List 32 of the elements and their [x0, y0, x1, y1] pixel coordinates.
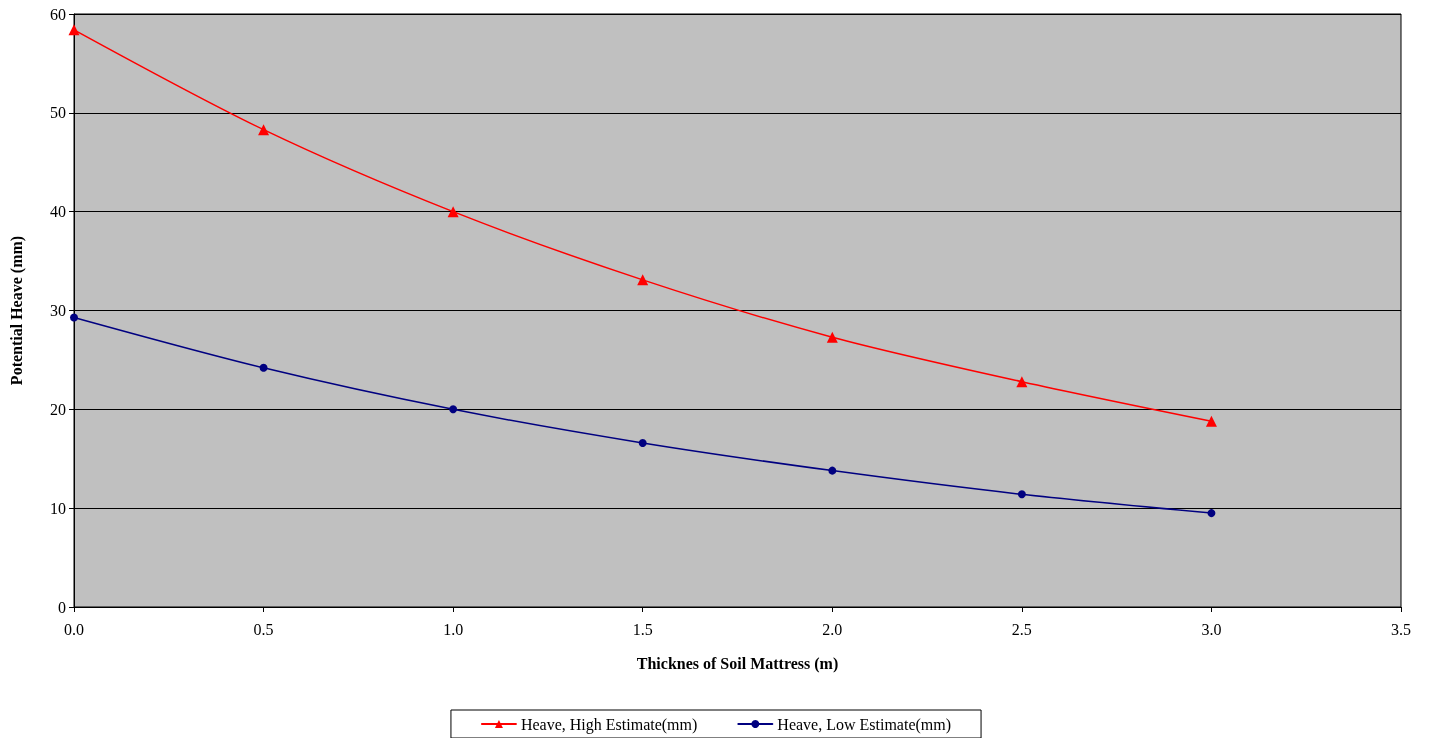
point: [826, 331, 838, 343]
point: [1207, 509, 1216, 518]
y-axis-title: Potential Heave (mm): [7, 235, 26, 386]
x-tick-label: 2.5: [1011, 620, 1032, 638]
y-tick-label: 60: [50, 5, 66, 23]
x-tick-label: 0.0: [64, 620, 84, 638]
point: [259, 363, 268, 372]
x-tick-label: 1.5: [632, 620, 653, 638]
x-tick-label: 0.5: [253, 620, 274, 638]
legend-label: Heave, High Estimate(mm): [520, 715, 698, 734]
x-axis-title: Thicknes of Soil Mattress (m): [636, 654, 839, 673]
point: [449, 405, 458, 414]
point: [68, 24, 80, 36]
legend-label: Heave, Low Estimate(mm): [777, 715, 952, 734]
y-tick-label: 50: [50, 104, 66, 122]
x-tick-label: 3.5: [1391, 620, 1411, 638]
point: [1205, 415, 1217, 427]
point: [258, 124, 270, 136]
y-tick-label: 0: [58, 598, 66, 616]
point: [828, 466, 837, 475]
x-tick-label: 2.0: [822, 620, 843, 638]
point: [638, 438, 647, 447]
x-tick-label: 3.0: [1201, 620, 1222, 638]
y-tick-label: 20: [50, 400, 66, 418]
point: [447, 206, 459, 218]
y-tick-label: 30: [50, 302, 66, 319]
point: [1016, 376, 1028, 388]
x-tick-label: 1.0: [443, 620, 464, 638]
y-tick-label: 40: [50, 203, 66, 221]
y-tick-label: 10: [50, 499, 66, 517]
point: [1017, 490, 1026, 499]
point: [637, 274, 649, 286]
